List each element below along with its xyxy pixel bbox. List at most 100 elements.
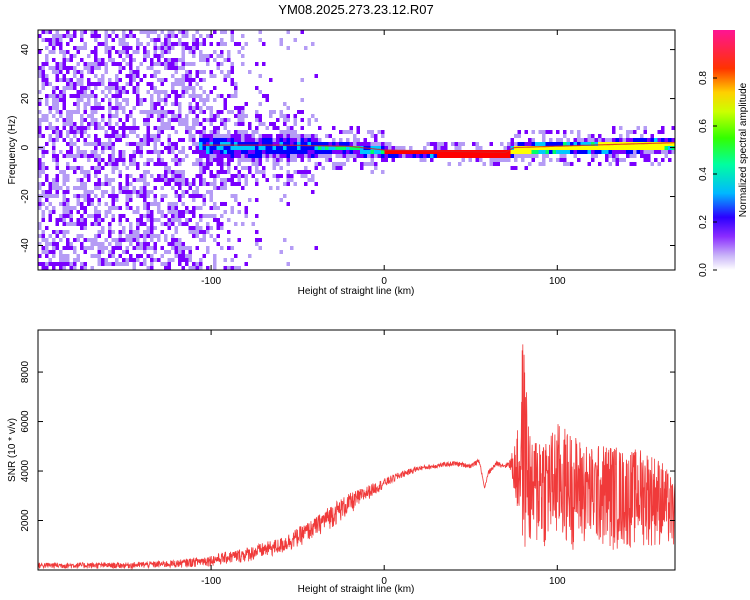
heatmap-cell bbox=[556, 150, 560, 154]
heatmap-cell bbox=[328, 158, 332, 162]
heatmap-cell bbox=[101, 182, 105, 186]
heatmap-cell bbox=[66, 86, 70, 90]
heatmap-cell bbox=[332, 162, 336, 166]
heatmap-cell bbox=[363, 138, 367, 142]
heatmap-cell bbox=[360, 150, 364, 154]
heatmap-cell bbox=[255, 162, 259, 166]
heatmap-cell bbox=[332, 146, 336, 150]
heatmap-cell bbox=[223, 150, 227, 154]
heatmap-cell bbox=[164, 222, 168, 226]
heatmap-cell bbox=[258, 30, 262, 34]
heatmap-cell bbox=[150, 210, 154, 214]
heatmap-cell bbox=[139, 150, 143, 154]
heatmap-cell bbox=[80, 178, 84, 182]
heatmap-cell bbox=[94, 138, 98, 142]
heatmap-cell bbox=[171, 102, 175, 106]
heatmap-cell bbox=[115, 130, 119, 134]
heatmap-cell bbox=[174, 98, 178, 102]
heatmap-cell bbox=[626, 150, 630, 154]
heatmap-cell bbox=[125, 90, 129, 94]
heatmap-cell bbox=[311, 142, 315, 146]
heatmap-cell bbox=[153, 70, 157, 74]
heatmap-cell bbox=[286, 30, 290, 34]
heatmap-cell bbox=[629, 162, 633, 166]
heatmap-cell bbox=[223, 182, 227, 186]
heatmap-cell bbox=[181, 86, 185, 90]
heatmap-cell bbox=[237, 154, 241, 158]
heatmap-cell bbox=[209, 206, 213, 210]
heatmap-cell bbox=[286, 130, 290, 134]
heatmap-cell bbox=[262, 150, 266, 154]
heatmap-cell bbox=[188, 182, 192, 186]
heatmap-cell bbox=[227, 178, 231, 182]
heatmap-cell bbox=[661, 150, 665, 154]
heatmap-cell bbox=[181, 42, 185, 46]
heatmap-cell bbox=[132, 58, 136, 62]
heatmap-cell bbox=[69, 122, 73, 126]
colorbar-ticks: 0.00.20.40.60.8 bbox=[698, 71, 717, 277]
heatmap-cell bbox=[76, 186, 80, 190]
heatmap-cell bbox=[108, 230, 112, 234]
heatmap-cell bbox=[237, 106, 241, 110]
heatmap-cell bbox=[216, 42, 220, 46]
heatmap-cell bbox=[41, 154, 45, 158]
heatmap-cell bbox=[633, 138, 637, 142]
heatmap-cell bbox=[132, 154, 136, 158]
heatmap-cell bbox=[216, 226, 220, 230]
heatmap-cell bbox=[199, 166, 203, 170]
heatmap-cell bbox=[185, 190, 189, 194]
heatmap-cell bbox=[160, 210, 164, 214]
heatmap-cell bbox=[129, 78, 133, 82]
heatmap-cell bbox=[202, 238, 206, 242]
heatmap-cell bbox=[265, 158, 269, 162]
heatmap-cell bbox=[346, 142, 350, 146]
heatmap-cell bbox=[202, 146, 206, 150]
heatmap-cell bbox=[223, 118, 227, 122]
heatmap-cell bbox=[563, 146, 567, 150]
heatmap-cell bbox=[122, 110, 126, 114]
heatmap-cell bbox=[157, 38, 161, 42]
heatmap-cell bbox=[164, 90, 168, 94]
heatmap-cell bbox=[192, 106, 196, 110]
heatmap-cell bbox=[115, 98, 119, 102]
heatmap-cell bbox=[111, 170, 115, 174]
heatmap-cell bbox=[647, 150, 651, 154]
heatmap-cell bbox=[69, 66, 73, 70]
heatmap-cell bbox=[80, 222, 84, 226]
heatmap-cell bbox=[69, 210, 73, 214]
heatmap-cell bbox=[276, 174, 280, 178]
heatmap-cell bbox=[153, 46, 157, 50]
heatmap-cell bbox=[276, 146, 280, 150]
heatmap-cell bbox=[143, 170, 147, 174]
heatmap-cell bbox=[248, 198, 252, 202]
heatmap-cell bbox=[206, 106, 210, 110]
heatmap-cell bbox=[122, 190, 126, 194]
heatmap-cell bbox=[216, 234, 220, 238]
heatmap-cell bbox=[195, 162, 199, 166]
heatmap-cell bbox=[111, 194, 115, 198]
heatmap-cell bbox=[83, 42, 87, 46]
heatmap-cell bbox=[146, 214, 150, 218]
heatmap-cell bbox=[66, 134, 70, 138]
colorbar-tick-label: 0.0 bbox=[698, 263, 709, 277]
heatmap-cell bbox=[90, 114, 94, 118]
heatmap-cell bbox=[108, 102, 112, 106]
heatmap-cell bbox=[325, 150, 329, 154]
heatmap-cell bbox=[122, 150, 126, 154]
heatmap-cell bbox=[52, 70, 56, 74]
y-tick-label: 2000 bbox=[20, 509, 31, 532]
heatmap-cell bbox=[199, 174, 203, 178]
heatmap-cell bbox=[528, 138, 532, 142]
heatmap-cell bbox=[143, 202, 147, 206]
heatmap-cell bbox=[157, 58, 161, 62]
heatmap-cell bbox=[668, 150, 672, 154]
heatmap-cell bbox=[216, 142, 220, 146]
heatmap-cell bbox=[55, 194, 59, 198]
heatmap-cell bbox=[76, 198, 80, 202]
heatmap-cell bbox=[178, 182, 182, 186]
heatmap-cell bbox=[381, 130, 385, 134]
heatmap-cell bbox=[577, 146, 581, 150]
heatmap-cell bbox=[153, 110, 157, 114]
heatmap-cell bbox=[178, 170, 182, 174]
heatmap-cell bbox=[199, 70, 203, 74]
